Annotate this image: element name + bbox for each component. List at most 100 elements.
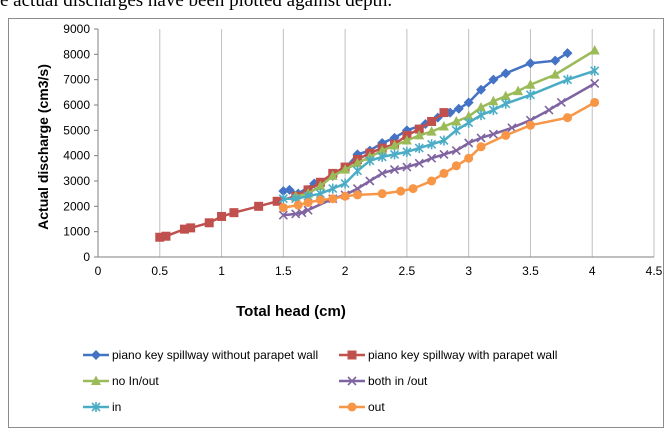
data-point (476, 102, 487, 112)
legend-swatch-marker (347, 376, 357, 386)
x-tick-label: 1.5 (275, 264, 292, 278)
y-tick-label: 2000 (63, 199, 90, 213)
x-tick-label: 4.5 (646, 264, 663, 278)
data-point (278, 203, 288, 213)
x-tick-label: 0.5 (151, 264, 168, 278)
legend-entry: in (83, 400, 121, 414)
x-tick-label: 1 (218, 264, 225, 278)
legend-entry: no In/out (83, 374, 159, 388)
data-point (389, 165, 400, 175)
y-tick-label: 9000 (63, 22, 90, 36)
data-point (550, 55, 561, 66)
data-point (229, 208, 239, 218)
data-point (365, 155, 375, 166)
data-point (451, 146, 461, 156)
data-point (488, 105, 498, 116)
data-point (352, 157, 363, 168)
data-point (204, 218, 214, 228)
data-point (562, 48, 573, 59)
data-point (389, 140, 400, 150)
data-point (389, 149, 400, 160)
y-tick-label: 7000 (63, 73, 90, 87)
data-point (451, 125, 461, 136)
data-point (365, 176, 375, 186)
x-tick-label: 2.5 (399, 264, 416, 278)
series-line (159, 111, 445, 239)
data-point (161, 231, 171, 241)
data-point (464, 153, 474, 163)
data-point (464, 117, 474, 128)
y-tick-label: 0 (83, 250, 90, 264)
data-point (293, 200, 303, 210)
y-tick-label: 4000 (63, 149, 90, 163)
x-tick-label: 3 (465, 264, 472, 278)
data-point (488, 74, 499, 85)
data-point (402, 162, 412, 172)
data-point (401, 125, 412, 136)
data-point (463, 110, 474, 121)
data-point (438, 121, 449, 131)
data-point (340, 178, 350, 189)
data-point (401, 134, 412, 145)
legend-swatch-marker (347, 350, 357, 360)
data-point (278, 193, 288, 204)
data-point (414, 129, 425, 140)
data-point (476, 84, 487, 95)
caption-fragment: e actual discharges have been plotted ag… (0, 0, 393, 11)
data-point (453, 103, 464, 114)
data-point (427, 153, 437, 163)
y-tick-label: 5000 (63, 123, 90, 137)
data-point (414, 143, 424, 154)
tick-labels: 0 0.5 1 1.5 2 2.5 3 3.5 4 4.5 0 1000 2000 3000 4000 500… (63, 22, 662, 278)
legend-swatch-marker (347, 402, 357, 412)
data-point (155, 232, 165, 242)
data-point (340, 164, 351, 174)
data-point (525, 58, 536, 69)
y-axis-label: Actual discharge (cm3/s) (35, 64, 51, 230)
data-point (352, 165, 363, 176)
data-point (563, 113, 573, 123)
data-point (303, 205, 313, 215)
legend-label: in (112, 400, 121, 414)
legend-label: out (368, 400, 385, 414)
data-point (476, 110, 486, 121)
data-point (402, 146, 412, 157)
data-point (463, 97, 474, 108)
data-point (550, 69, 561, 79)
legend: piano key spillway without parapet wall p… (83, 348, 557, 414)
x-tick-label: 3.5 (522, 264, 539, 278)
series-layer (155, 45, 600, 242)
data-point (500, 90, 511, 101)
data-point (525, 79, 536, 89)
data-point (303, 198, 313, 208)
x-tick-label: 2 (342, 264, 349, 278)
data-point (377, 151, 387, 162)
data-point (525, 89, 536, 100)
data-point (352, 190, 362, 200)
data-point (451, 115, 462, 126)
line-chart: 0 0.5 1 1.5 2 2.5 3 3.5 4 4.5 0 1000 2000 3000 4000 500… (35, 22, 663, 414)
chart-container: 0 0.5 1 1.5 2 2.5 3 3.5 4 4.5 0 1000 2000 3000 4000 500… (8, 18, 664, 428)
series-3 (278, 78, 600, 220)
legend-label: both in /out (368, 374, 428, 388)
data-point (590, 65, 600, 76)
legend-label: piano key spillway without parapet wall (112, 348, 318, 362)
data-point (414, 158, 424, 168)
data-point (328, 183, 338, 194)
legend-swatch-marker (91, 375, 101, 385)
data-point (501, 98, 511, 109)
data-point (439, 168, 449, 178)
data-point (396, 186, 406, 196)
data-point (476, 133, 486, 143)
data-point (439, 149, 449, 159)
legend-swatch-marker (91, 402, 101, 412)
data-point (377, 145, 388, 155)
y-tick-label: 3000 (63, 174, 90, 188)
x-tick-label: 0 (95, 264, 102, 278)
series-2 (290, 45, 600, 201)
x-axis-label: Total head (cm) (236, 303, 346, 320)
data-point (556, 97, 566, 108)
series-line (295, 49, 596, 198)
data-point (186, 223, 196, 233)
data-point (340, 191, 350, 201)
